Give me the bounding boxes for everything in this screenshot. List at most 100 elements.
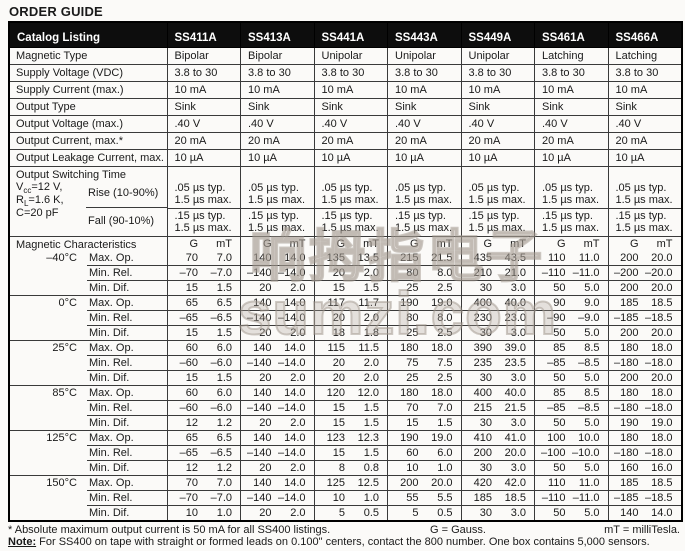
cell-mt-value: 1.8 (363, 327, 379, 339)
cell-value: 123 12.3 (313, 430, 388, 446)
cell-mt-value: 18.5 (504, 492, 526, 504)
cell-gauss-value: 15 (406, 417, 419, 429)
magnetic-row: Min. Rel. –65 –6.5 –140 –14.0 20 2.0 80 8.0 230 23… (9, 310, 682, 326)
cell-gauss-value: 200 (620, 252, 639, 264)
cell-value: –70 –7.0 (166, 265, 241, 281)
magnetic-row-label: Min. Rel. (87, 265, 168, 281)
cell-value: 215 21.5 (460, 400, 535, 416)
cell-mt-value: 8.0 (437, 312, 453, 324)
cell-value: –60 –6.0 (166, 355, 241, 371)
cell-value: 90 9.0 (534, 295, 609, 311)
cell-value: 15 1.5 (313, 445, 388, 461)
cell-gauss-value: 180 (620, 387, 639, 399)
cell-gauss-value: 190 (620, 417, 639, 429)
cell-value: 85 8.5 (534, 385, 609, 401)
header-catalog-listing: Catalog Listing (8, 21, 168, 48)
cell-mt-value: 3.0 (510, 462, 526, 474)
cell-value: 200 20.0 (607, 280, 682, 296)
cell-mt-value: 12.3 (357, 432, 379, 444)
magnetic-row: 0°C Max. Op. 65 6.5 140 14.0 117 11.7 190 19.0 400… (8, 295, 682, 341)
cell-gauss-value: 80 (406, 312, 419, 324)
cell-gauss-value: 215 (400, 252, 419, 264)
cell-gauss-value: 20 (259, 372, 272, 384)
cell-value: –65 –6.5 (166, 445, 241, 461)
cell-value: 25 2.5 (387, 280, 462, 296)
cell-gauss-value: 90 (553, 297, 566, 309)
cell-value: Latching (607, 46, 682, 65)
cell-gauss-value: 20 (259, 282, 272, 294)
cell-mt-value: 14.0 (651, 507, 673, 519)
cell-value: 140 14.0 (240, 340, 315, 356)
cell-gauss-value: 20 (259, 327, 272, 339)
cell-mt-value: 18.0 (651, 387, 673, 399)
cell-gauss-value: 15 (185, 372, 198, 384)
cell-mt-value: 1.0 (437, 462, 453, 474)
cell-gauss-value: 15 (332, 282, 345, 294)
cell-mt-value: 1.5 (363, 417, 379, 429)
cell-mt-value: 43.5 (504, 252, 526, 264)
magnetic-row-label: Max. Op. (87, 430, 168, 446)
cell-mt-value: 14.0 (284, 387, 306, 399)
rise-value: .05 µs typ. 1.5 µs max. (314, 167, 387, 209)
cell-gauss-value: –140 (247, 357, 272, 369)
cell-gauss-value: –140 (247, 447, 272, 459)
cell-value: –140 –14.0 (240, 355, 315, 371)
cell-mt-value: 10.0 (578, 432, 600, 444)
cell-mt-value: 2.0 (363, 312, 379, 324)
cell-gauss-value: 135 (326, 252, 345, 264)
cell-mt-value: 2.5 (437, 282, 453, 294)
cell-gauss-value: 50 (553, 417, 566, 429)
cell-gauss-value: –140 (247, 402, 272, 414)
cell-value: 140 14.0 (240, 430, 315, 446)
magnetic-row-label: Min. Rel. (87, 400, 168, 416)
cell-value: Unipolar (387, 46, 462, 65)
cell-gauss-value: –110 (541, 492, 566, 504)
fall-value: .15 µs typ. 1.5 µs max. (321, 209, 379, 234)
cell-gauss-value: 140 (253, 252, 272, 264)
rise-value: .05 µs typ. 1.5 µs max. (608, 167, 681, 209)
cell-gauss-value: 200 (620, 327, 639, 339)
cell-value: .40 V (387, 114, 462, 133)
cell-gauss-value: –70 (179, 267, 198, 279)
footnote-millitesla: mT = milliTesla. (604, 524, 680, 536)
cell-value: 115 11.5 (313, 340, 388, 356)
cell-value: 60 6.0 (166, 340, 241, 356)
cell-value: 200 20.0 (607, 251, 682, 266)
cell-value: .40 V (607, 114, 682, 133)
cell-gauss-value: 185 (473, 492, 492, 504)
cell-mt-value: 7.0 (437, 402, 453, 414)
cell-mt-value: 11.5 (358, 342, 379, 354)
cell-gauss-value: 185 (620, 297, 639, 309)
cell-mt-value: 3.0 (510, 327, 526, 339)
cell-gauss-value: 410 (473, 432, 492, 444)
cell-gauss-value: 80 (406, 267, 419, 279)
cell-gauss-value: 115 (327, 342, 345, 354)
cell-mt-value: 2.5 (437, 327, 453, 339)
cell-gauss-value: 10 (406, 462, 419, 474)
cell-mt-value: –18.0 (644, 447, 673, 459)
cell-gauss-value: 30 (479, 507, 492, 519)
cell-value: –100 –10.0 (534, 445, 609, 461)
cell-value: –180 –18.0 (607, 445, 682, 461)
cell-gauss-value: 50 (553, 507, 566, 519)
cell-mt-value: –14.0 (277, 402, 306, 414)
cell-value: Unipolar (313, 46, 388, 65)
cell-value: Sink (313, 97, 388, 116)
cell-value: 15 1.5 (313, 400, 388, 416)
cell-mt-value: 3.0 (510, 282, 526, 294)
fall-value: .15 µs typ. 1.5 µs max. (542, 209, 600, 234)
cell-value: 60 6.0 (387, 445, 462, 461)
cell-mt-value: 0.5 (363, 507, 379, 519)
cell-gauss-value: 30 (479, 327, 492, 339)
cell-gauss-value: 20 (332, 267, 345, 279)
cell-gauss-value: –60 (179, 402, 198, 414)
footnotes: * Absolute maximum output current is 50 … (8, 522, 680, 550)
cell-mt-value: 14.0 (284, 297, 306, 309)
cell-gauss-value: 110 (547, 252, 566, 264)
magnetic-row: 25°C Max. Op. 60 6.0 140 14.0 115 11.5 180 18.0 39… (8, 340, 682, 386)
cell-mt-value: 1.5 (363, 282, 379, 294)
cell-value: 180 18.0 (387, 385, 462, 401)
cell-value: 200 20.0 (460, 445, 535, 461)
